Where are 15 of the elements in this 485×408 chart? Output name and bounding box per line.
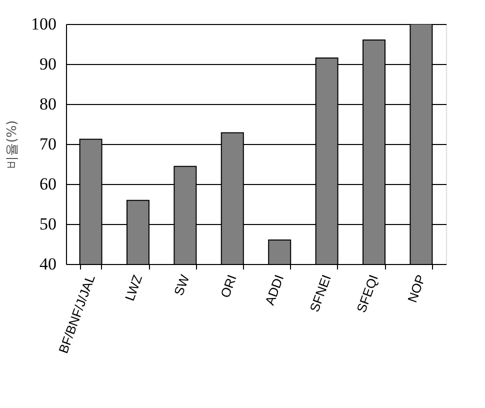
x-tick-label: ORI — [217, 272, 240, 300]
x-tick-label: LWZ — [122, 272, 146, 303]
x-tick-label: SW — [171, 272, 193, 298]
x-tick-label: SFNEI — [306, 272, 334, 314]
y-tick-label: 60 — [40, 174, 56, 194]
y-tick-label: 40 — [40, 254, 56, 274]
x-tick-label: SFEQI — [354, 272, 382, 315]
y-tick-label: 80 — [40, 94, 56, 114]
y-tick-label: 50 — [40, 214, 56, 234]
x-tick-label: NOP — [404, 272, 428, 304]
y-axis-title: 비율(%) — [5, 120, 20, 169]
y-tick-label: 100 — [31, 14, 56, 34]
x-tick-label: ADDI — [262, 272, 287, 308]
y-tick-label: 70 — [40, 134, 56, 154]
y-tick-label: 90 — [40, 54, 56, 74]
